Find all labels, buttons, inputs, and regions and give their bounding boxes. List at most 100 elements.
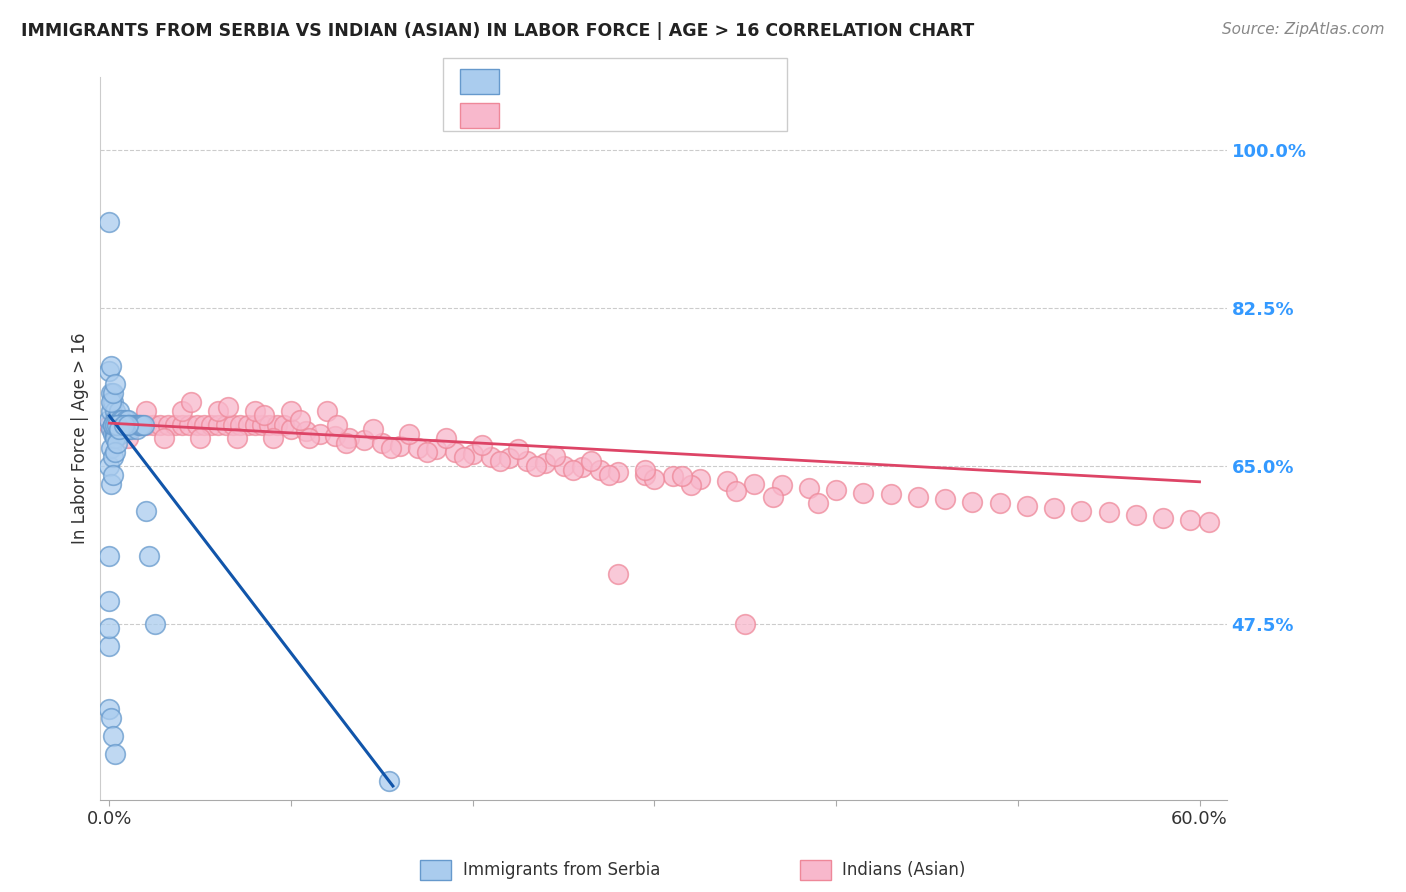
Point — [135, 504, 157, 518]
Point — [98, 594, 121, 608]
Point — [100, 441, 122, 455]
Point — [193, 417, 215, 432]
Point — [104, 413, 127, 427]
Point — [104, 404, 127, 418]
Point — [149, 417, 172, 432]
Point — [671, 469, 693, 483]
Point — [100, 476, 122, 491]
Point — [489, 454, 512, 468]
Point — [770, 478, 793, 492]
Point — [101, 386, 124, 401]
Point — [934, 491, 956, 506]
Point — [353, 434, 375, 448]
Point — [309, 427, 332, 442]
Point — [118, 417, 141, 432]
Point — [179, 417, 201, 432]
Point — [98, 215, 121, 229]
Point — [98, 621, 121, 635]
Point — [553, 458, 575, 473]
Point — [117, 417, 139, 432]
Point — [589, 463, 612, 477]
Point — [110, 417, 132, 432]
Point — [1180, 513, 1202, 527]
Point — [107, 417, 129, 432]
Point — [112, 422, 135, 436]
Point — [100, 386, 122, 401]
Point — [120, 417, 142, 432]
Point — [734, 616, 756, 631]
Point — [156, 417, 179, 432]
Point — [380, 441, 402, 455]
Text: 112: 112 — [679, 106, 717, 124]
Point — [172, 417, 194, 432]
Point — [361, 422, 384, 436]
Point — [479, 450, 502, 464]
Point — [298, 432, 321, 446]
Point — [188, 432, 211, 446]
Point — [634, 467, 657, 482]
Point — [236, 417, 259, 432]
Point — [797, 481, 820, 495]
Point — [142, 417, 165, 432]
Point — [98, 549, 121, 563]
Point — [543, 449, 565, 463]
Point — [988, 496, 1011, 510]
Point — [180, 395, 202, 409]
Point — [744, 476, 766, 491]
Point — [101, 395, 124, 409]
Point — [661, 469, 683, 483]
Point — [643, 472, 665, 486]
Point — [371, 436, 394, 450]
Point — [112, 417, 135, 432]
Point — [579, 454, 602, 468]
Point — [100, 422, 122, 436]
Point — [679, 478, 702, 492]
Point — [110, 413, 132, 427]
Text: -0.440: -0.440 — [557, 106, 621, 124]
Point — [200, 417, 222, 432]
Point — [229, 417, 252, 432]
Point — [105, 417, 128, 432]
Point — [110, 417, 132, 432]
Point — [378, 774, 401, 789]
Point — [100, 395, 122, 409]
Point — [725, 483, 748, 498]
Point — [111, 417, 134, 432]
Point — [105, 427, 128, 442]
Point — [98, 702, 121, 716]
Point — [1098, 506, 1121, 520]
Point — [107, 404, 129, 418]
Text: R =: R = — [510, 106, 550, 124]
Point — [107, 422, 129, 436]
Point — [101, 729, 124, 743]
Point — [104, 747, 127, 762]
Point — [561, 463, 583, 477]
Point — [243, 417, 266, 432]
Point — [280, 422, 302, 436]
Point — [128, 417, 150, 432]
Point — [128, 417, 150, 432]
Point — [101, 450, 124, 464]
Point — [425, 442, 447, 457]
Point — [508, 442, 530, 457]
Point — [461, 447, 484, 461]
Point — [222, 417, 245, 432]
Point — [105, 417, 128, 432]
Point — [825, 483, 848, 497]
Point — [962, 494, 984, 508]
Point — [132, 417, 155, 432]
Point — [107, 422, 129, 436]
Point — [107, 417, 129, 432]
Text: IMMIGRANTS FROM SERBIA VS INDIAN (ASIAN) IN LABOR FORCE | AGE > 16 CORRELATION C: IMMIGRANTS FROM SERBIA VS INDIAN (ASIAN)… — [21, 22, 974, 40]
Point — [110, 427, 132, 442]
Point — [129, 417, 152, 432]
Point — [135, 417, 157, 432]
Point — [634, 463, 657, 477]
Point — [1152, 511, 1174, 525]
Point — [100, 404, 122, 418]
Point — [153, 432, 176, 446]
Point — [117, 422, 139, 436]
Point — [215, 417, 238, 432]
Point — [1070, 504, 1092, 518]
Point — [524, 458, 547, 473]
